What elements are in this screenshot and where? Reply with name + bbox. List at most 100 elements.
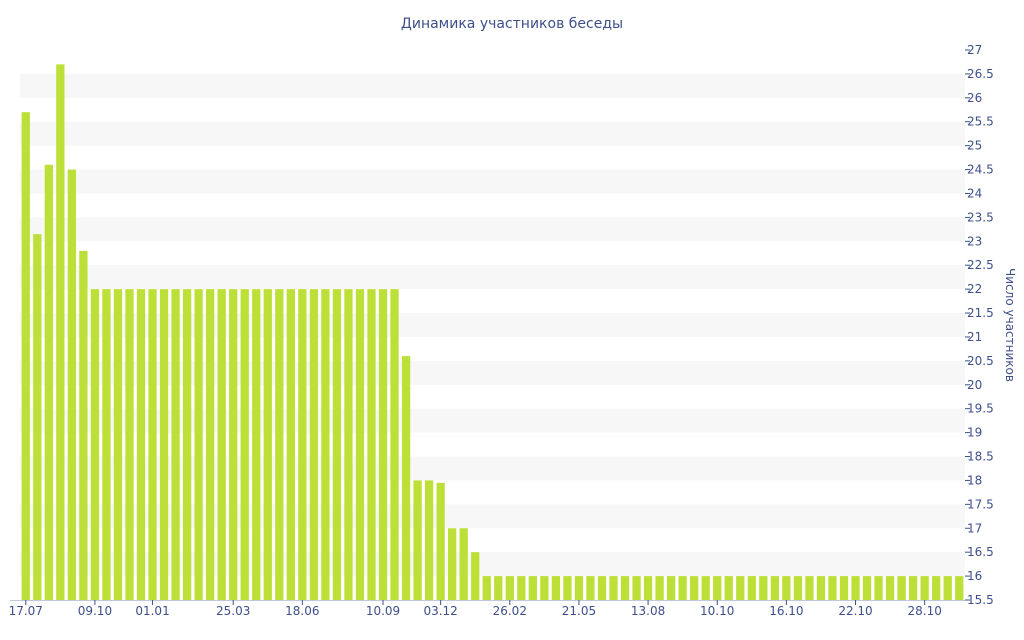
bar[interactable] — [229, 289, 238, 600]
x-tick-label: 10.10 — [700, 604, 734, 618]
bar[interactable] — [252, 289, 261, 600]
bar[interactable] — [298, 289, 307, 600]
bar[interactable] — [897, 576, 906, 600]
grid-band — [20, 265, 965, 290]
bar[interactable] — [113, 289, 123, 600]
bar[interactable] — [517, 576, 526, 600]
x-tick-label: 17.07 — [9, 604, 43, 618]
bar[interactable] — [436, 482, 445, 600]
bar[interactable] — [609, 576, 618, 600]
bar[interactable] — [355, 289, 365, 600]
bar[interactable] — [413, 480, 422, 600]
bar[interactable] — [148, 289, 157, 600]
bar[interactable] — [263, 289, 272, 600]
x-tick-label: 09.10 — [78, 604, 112, 618]
bar[interactable] — [655, 576, 664, 600]
bar[interactable] — [932, 576, 941, 600]
bar[interactable] — [678, 576, 687, 600]
bar[interactable] — [494, 576, 503, 600]
bar[interactable] — [724, 576, 733, 600]
grid-bands — [20, 73, 965, 577]
bar[interactable] — [805, 576, 814, 600]
bar[interactable] — [309, 289, 319, 600]
bar[interactable] — [839, 576, 849, 600]
bar[interactable] — [194, 289, 203, 600]
bar[interactable] — [736, 576, 745, 600]
bar[interactable] — [401, 356, 411, 600]
bar[interactable] — [171, 289, 180, 600]
x-tick-label: 18.06 — [285, 604, 319, 618]
bar[interactable] — [632, 576, 641, 600]
bar[interactable] — [182, 289, 192, 600]
bar[interactable] — [759, 576, 768, 600]
bar[interactable] — [690, 576, 699, 600]
bar[interactable] — [851, 576, 860, 600]
bar[interactable] — [885, 576, 895, 600]
bar[interactable] — [286, 289, 295, 600]
bar[interactable] — [33, 234, 42, 600]
bar[interactable] — [378, 289, 388, 600]
bar[interactable] — [159, 289, 169, 600]
bar[interactable] — [67, 169, 77, 600]
bar[interactable] — [217, 289, 226, 600]
bar[interactable] — [666, 576, 676, 600]
bar[interactable] — [344, 289, 353, 600]
bar[interactable] — [551, 576, 561, 600]
bar[interactable] — [528, 576, 537, 600]
bar[interactable] — [102, 289, 111, 600]
bar[interactable] — [459, 528, 468, 600]
y-tick-label: 15.5 — [967, 593, 994, 607]
bar[interactable] — [586, 576, 595, 600]
bar[interactable] — [367, 289, 376, 600]
x-tick-label: 16.10 — [769, 604, 803, 618]
bar[interactable] — [206, 289, 215, 600]
y-tick-label: 20 — [967, 378, 982, 392]
bar[interactable] — [125, 289, 134, 600]
bar[interactable] — [620, 576, 630, 600]
bar[interactable] — [482, 576, 491, 600]
bar[interactable] — [332, 289, 342, 600]
bar[interactable] — [56, 64, 65, 601]
bar[interactable] — [321, 289, 330, 600]
y-tick-label: 17 — [967, 521, 982, 535]
bar[interactable] — [448, 528, 457, 600]
bar[interactable] — [540, 576, 549, 600]
bar[interactable] — [21, 112, 30, 601]
bar[interactable] — [828, 576, 837, 600]
bar[interactable] — [90, 289, 100, 600]
bar[interactable] — [908, 576, 918, 600]
bar[interactable] — [471, 552, 480, 600]
bar[interactable] — [79, 250, 88, 600]
x-axis-ticks: 17.07 09.10 01.01 25.03 18.06 10.09 03.12 26.02… — [9, 600, 942, 618]
chart-title: Динамика участников беседы — [401, 16, 623, 32]
bar[interactable] — [390, 289, 399, 600]
bar[interactable] — [793, 576, 803, 600]
bar[interactable] — [770, 576, 779, 600]
bar[interactable] — [643, 576, 653, 600]
bar[interactable] — [747, 576, 756, 600]
bar[interactable] — [275, 289, 284, 600]
bar[interactable] — [874, 576, 883, 600]
bar[interactable] — [597, 576, 607, 600]
bar[interactable] — [782, 576, 791, 600]
bar[interactable] — [816, 576, 826, 600]
x-tick-label: 10.09 — [366, 604, 400, 618]
bar[interactable] — [240, 289, 249, 600]
y-tick-label: 19.5 — [967, 402, 994, 416]
bar[interactable] — [713, 576, 722, 600]
bar[interactable] — [505, 576, 514, 600]
x-tick-label: 26.02 — [493, 604, 527, 618]
bar[interactable] — [424, 480, 434, 600]
y-tick-label: 24.5 — [967, 163, 994, 177]
bar[interactable] — [44, 164, 53, 600]
bar[interactable] — [955, 576, 964, 600]
bar[interactable] — [563, 576, 572, 600]
bar[interactable] — [574, 576, 584, 600]
bar[interactable] — [701, 576, 710, 600]
bar[interactable] — [920, 576, 929, 600]
y-tick-label: 25.5 — [967, 115, 994, 129]
bar[interactable] — [862, 576, 872, 600]
y-tick-label: 21.5 — [967, 306, 994, 320]
bar[interactable] — [136, 289, 146, 600]
bar[interactable] — [943, 576, 952, 600]
